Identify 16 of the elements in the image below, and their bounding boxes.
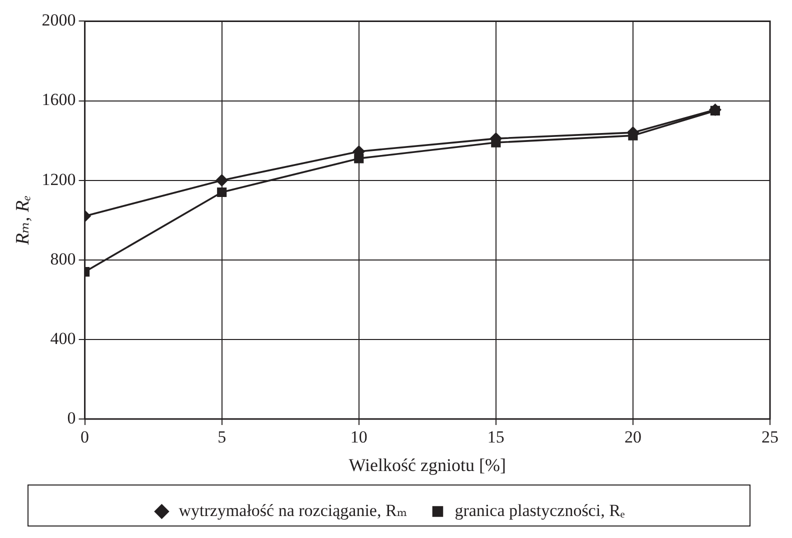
y-axis-title: Rₘ, Rₑ — [12, 195, 34, 246]
y-tick-label: 400 — [50, 328, 76, 348]
x-tick-label: 25 — [762, 428, 778, 447]
legend-label: wytrzymałość na rozciąganie, Rₘ — [178, 500, 408, 520]
y-tick-label: 2000 — [42, 10, 76, 30]
x-tick-label: 20 — [624, 428, 642, 447]
y-tick-label: 1200 — [42, 170, 76, 189]
y-tick-label: 800 — [50, 249, 76, 268]
x-tick-label: 10 — [350, 428, 368, 447]
y-tick-label: 0 — [67, 408, 76, 428]
legend-label: granica plastyczności, Rₑ — [454, 500, 626, 520]
x-tick-label: 5 — [218, 428, 226, 447]
x-tick-label: 0 — [80, 428, 90, 447]
x-axis-title: Wielkość zgniotu [%] — [348, 454, 506, 475]
y-tick-label: 1600 — [42, 90, 76, 110]
x-tick-label: 15 — [487, 428, 504, 447]
